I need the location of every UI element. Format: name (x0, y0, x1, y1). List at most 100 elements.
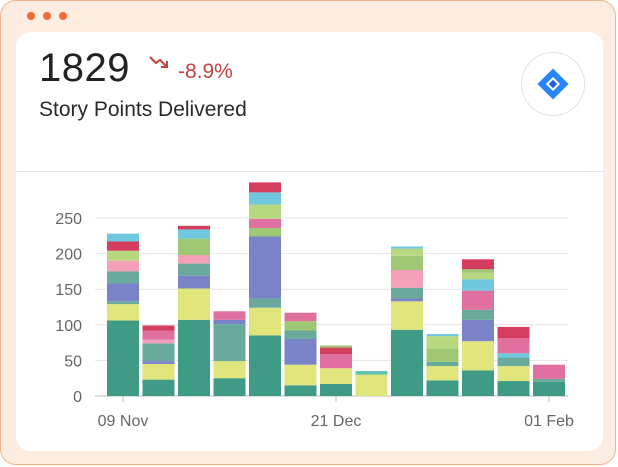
bar-segment (320, 345, 352, 348)
bar-segment (426, 348, 459, 362)
bar-segment (462, 269, 494, 273)
bar-segment (249, 298, 281, 308)
bar-segment (284, 339, 317, 365)
y-tick-label: 0 (73, 389, 82, 406)
bar-segment (178, 225, 210, 230)
bar-segment (107, 301, 139, 305)
bar-segment (142, 339, 175, 344)
kpi-value: 1829 (39, 46, 130, 90)
bar-segment (320, 353, 352, 369)
bar-segment (213, 378, 246, 396)
window-controls (27, 12, 67, 20)
bar-segment (497, 366, 530, 382)
bar-segment (391, 246, 423, 249)
divider (16, 171, 603, 172)
kpi-change: -8.9% (178, 60, 233, 83)
x-tick-label: 21 Dec (311, 413, 362, 430)
bar-segment (213, 361, 246, 379)
bar-segment (142, 343, 175, 362)
bar-segment (497, 326, 530, 339)
y-tick-label: 100 (55, 318, 82, 335)
bar-segment (284, 312, 317, 322)
y-tick-label: 250 (55, 211, 82, 228)
bar-segment (426, 361, 459, 367)
bar-segment (249, 227, 281, 237)
bar-segment (142, 361, 175, 364)
bar-segment (391, 269, 423, 288)
jira-logo (521, 52, 585, 116)
bar-segment (391, 298, 423, 302)
bar-segment (142, 330, 175, 340)
kpi-card: 1829 -8.9% Story Points Delivered 0 50 100… (16, 32, 603, 451)
bar-segment (178, 229, 210, 239)
bar-segment (142, 363, 175, 380)
bar-segment (178, 255, 210, 264)
bar-segment (249, 182, 281, 193)
bar-segment (213, 319, 246, 325)
bar-segment (462, 279, 494, 291)
y-tick-label: 150 (55, 282, 82, 299)
jira-logo-icon (537, 68, 569, 100)
bar-segment (320, 368, 352, 384)
window-dot[interactable] (59, 12, 67, 20)
bar-segment (178, 263, 210, 276)
x-tick-label: 09 Nov (98, 413, 149, 430)
window-dot[interactable] (43, 12, 51, 20)
bar-segment (462, 319, 494, 342)
bar-segment (178, 275, 210, 289)
bar-segment (533, 378, 565, 382)
y-tick-label: 200 (55, 247, 82, 264)
bar-segment (178, 288, 210, 320)
trend-down-icon (149, 56, 168, 68)
bar-segment (178, 319, 210, 396)
bar-segment (284, 364, 317, 386)
bar-segment (284, 321, 317, 331)
bar-segment (462, 341, 494, 371)
bar-segment (213, 324, 246, 362)
bar-segment (355, 371, 388, 375)
bar-segment (426, 380, 459, 396)
bar-segment (391, 248, 423, 256)
bar-segment (284, 330, 317, 340)
bar-segment (284, 385, 317, 396)
bar-segment (391, 301, 423, 330)
bar-segment (142, 379, 175, 396)
bar-segment (142, 325, 175, 331)
bar-segment (497, 338, 530, 354)
bar-segment (107, 283, 139, 302)
bar-segment (107, 260, 139, 272)
bar-segment (249, 307, 281, 336)
bar-segment (426, 336, 459, 349)
window-dot[interactable] (27, 12, 35, 20)
bar-segment (320, 383, 352, 396)
bar-segment (533, 364, 565, 379)
x-tick-label: 01 Feb (524, 413, 574, 430)
bar-segment (497, 381, 530, 396)
bar-segment (320, 347, 352, 354)
bar-segment (107, 250, 139, 261)
bar-segment (391, 329, 423, 396)
bar-segment (462, 259, 494, 270)
bar-segment (249, 204, 281, 219)
bar-segment (462, 290, 494, 310)
bar-segment (107, 241, 139, 251)
bar-segment (107, 271, 139, 284)
kpi-label: Story Points Delivered (39, 98, 247, 121)
bar-segment (497, 353, 530, 358)
bar-segment (249, 218, 281, 228)
bar-segment (178, 238, 210, 256)
bar-segment (107, 304, 139, 321)
bar-segment (391, 255, 423, 270)
bar-segment (107, 320, 139, 396)
y-tick-label: 50 (64, 353, 82, 370)
bar-segment (249, 335, 281, 396)
bar-segment (426, 366, 459, 381)
bar-segment (107, 233, 139, 242)
bar-segment (497, 357, 530, 367)
bar-segment (426, 334, 459, 337)
bar-segment (249, 192, 281, 205)
bar-segment (462, 272, 494, 280)
bar-segment (213, 311, 246, 320)
bar-segment (462, 370, 494, 396)
